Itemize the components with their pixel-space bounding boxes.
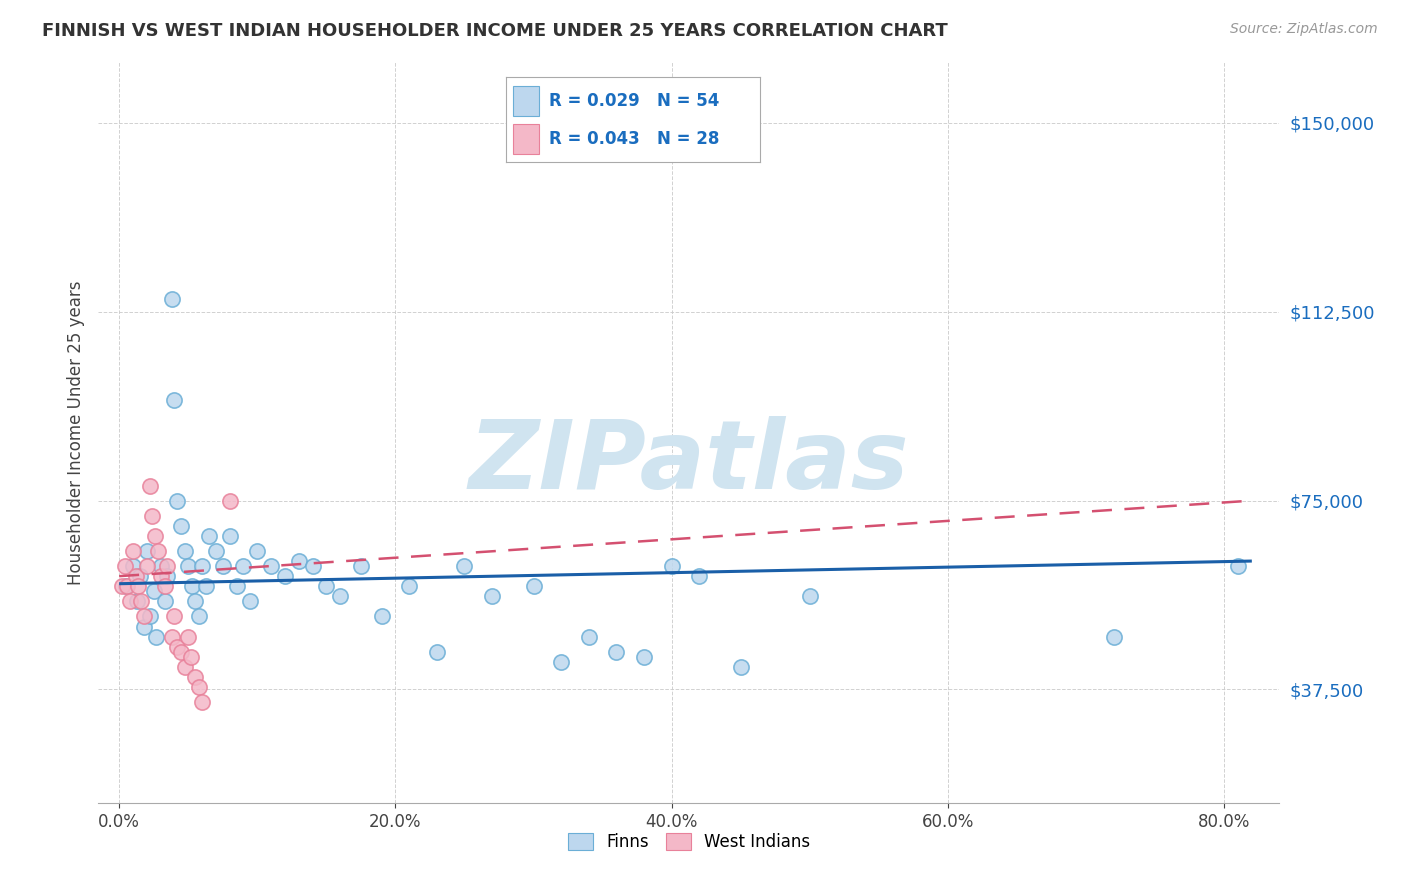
Point	[122, 544, 145, 558]
Point	[205, 544, 228, 558]
Point	[132, 619, 155, 633]
Point	[426, 645, 449, 659]
Point	[225, 579, 247, 593]
Point	[127, 594, 149, 608]
Point	[188, 680, 211, 694]
Point	[350, 559, 373, 574]
Text: ZIPatlas: ZIPatlas	[468, 416, 910, 508]
Point	[153, 594, 176, 608]
Y-axis label: Householder Income Under 25 years: Householder Income Under 25 years	[66, 280, 84, 585]
Point	[329, 590, 352, 604]
Point	[180, 649, 202, 664]
Point	[730, 660, 752, 674]
Point	[174, 660, 197, 674]
Point	[145, 630, 167, 644]
Point	[232, 559, 254, 574]
Point	[170, 518, 193, 533]
Point	[301, 559, 323, 574]
Point	[239, 594, 262, 608]
Point	[149, 559, 172, 574]
Point	[117, 579, 139, 593]
Point	[114, 559, 136, 574]
Point	[191, 695, 214, 709]
Point	[135, 559, 157, 574]
Point	[120, 594, 142, 608]
Point	[132, 609, 155, 624]
Point	[122, 559, 145, 574]
Point	[799, 590, 821, 604]
Point	[177, 559, 200, 574]
Point	[125, 569, 148, 583]
Legend: Finns, West Indians: Finns, West Indians	[561, 826, 817, 857]
Point	[246, 544, 269, 558]
Text: Source: ZipAtlas.com: Source: ZipAtlas.com	[1230, 22, 1378, 37]
Point	[156, 559, 179, 574]
Point	[550, 655, 572, 669]
Point	[218, 493, 240, 508]
Point	[146, 544, 169, 558]
Point	[115, 579, 138, 593]
Point	[166, 640, 188, 654]
Point	[138, 478, 160, 492]
Point	[198, 529, 221, 543]
Point	[274, 569, 297, 583]
Point	[184, 670, 207, 684]
Point	[1102, 630, 1125, 644]
Point	[605, 645, 627, 659]
Point	[661, 559, 683, 574]
Point	[149, 569, 172, 583]
Point	[315, 579, 337, 593]
Point	[160, 630, 183, 644]
Point	[370, 609, 392, 624]
Point	[260, 559, 283, 574]
Point	[128, 569, 150, 583]
Point	[177, 630, 200, 644]
Point	[170, 645, 193, 659]
Point	[184, 594, 207, 608]
Point	[195, 579, 218, 593]
Point	[211, 559, 233, 574]
Point	[522, 579, 544, 593]
Point	[191, 559, 214, 574]
Point	[188, 609, 211, 624]
Point	[398, 579, 420, 593]
Point	[218, 529, 240, 543]
Point	[453, 559, 475, 574]
Point	[163, 609, 186, 624]
Text: FINNISH VS WEST INDIAN HOUSEHOLDER INCOME UNDER 25 YEARS CORRELATION CHART: FINNISH VS WEST INDIAN HOUSEHOLDER INCOM…	[42, 22, 948, 40]
Point	[141, 508, 163, 523]
Point	[143, 529, 166, 543]
Point	[287, 554, 309, 568]
Point	[578, 630, 600, 644]
Point	[1227, 559, 1250, 574]
Point	[481, 590, 503, 604]
Point	[153, 579, 176, 593]
Point	[138, 609, 160, 624]
Point	[129, 594, 152, 608]
Point	[181, 579, 204, 593]
Point	[163, 392, 186, 407]
Point	[160, 292, 183, 306]
Point	[166, 493, 188, 508]
Point	[688, 569, 710, 583]
Point	[135, 544, 157, 558]
Point	[142, 584, 165, 599]
Point	[156, 569, 179, 583]
Point	[633, 649, 655, 664]
Point	[174, 544, 197, 558]
Point	[111, 579, 134, 593]
Point	[127, 579, 149, 593]
